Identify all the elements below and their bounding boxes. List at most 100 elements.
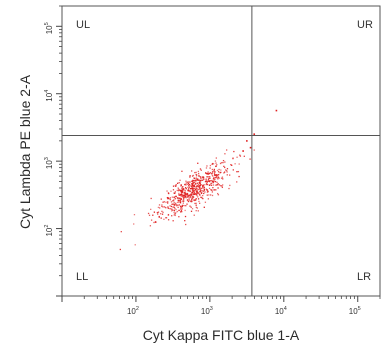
data-point: [197, 188, 199, 191]
data-point: [238, 175, 240, 178]
data-point: [184, 192, 186, 194]
data-point: [165, 217, 167, 219]
data-point: [210, 184, 213, 186]
data-point: [191, 175, 194, 177]
data-point: [249, 158, 251, 160]
data-point: [187, 186, 189, 188]
data-point: [187, 188, 190, 190]
data-point: [203, 178, 205, 180]
data-point: [220, 162, 223, 164]
data-point: [195, 177, 198, 179]
data-point: [217, 178, 219, 180]
data-point: [173, 209, 175, 211]
data-point: [165, 207, 167, 209]
data-point: [212, 163, 215, 165]
data-point: [199, 176, 201, 178]
data-point: [184, 186, 187, 189]
data-point: [236, 171, 238, 173]
data-point: [163, 206, 166, 208]
data-point: [193, 185, 195, 187]
data-point-outlier: [253, 133, 256, 135]
data-point: [191, 183, 193, 186]
data-point: [167, 219, 170, 221]
data-point: [211, 171, 214, 173]
data-point: [182, 204, 184, 207]
data-point: [187, 195, 189, 197]
data-point: [202, 176, 204, 178]
y-tick-label: 105: [44, 22, 54, 34]
data-point: [160, 198, 162, 200]
data-point: [202, 177, 204, 179]
data-point: [187, 194, 190, 196]
data-point: [209, 177, 211, 179]
data-point: [185, 193, 188, 196]
data-point: [170, 190, 172, 192]
data-point: [173, 214, 175, 216]
data-point: [184, 183, 186, 186]
data-point: [200, 192, 203, 195]
data-point: [189, 200, 192, 202]
data-point: [206, 180, 208, 182]
data-point: [219, 162, 222, 165]
data-point: [182, 195, 185, 197]
data-point: [239, 154, 241, 156]
data-point: [198, 193, 201, 196]
data-point: [185, 184, 187, 186]
data-point: [120, 231, 122, 233]
data-point: [205, 188, 207, 190]
data-point: [167, 192, 170, 194]
data-point: [188, 186, 191, 188]
data-point: [191, 187, 193, 189]
data-point: [181, 208, 183, 210]
data-point: [177, 197, 179, 200]
data-point: [188, 199, 190, 201]
data-point: [199, 179, 202, 182]
data-point: [189, 196, 191, 199]
data-point: [170, 210, 173, 212]
data-point: [218, 177, 220, 179]
data-point: [181, 211, 183, 213]
data-point: [157, 211, 160, 213]
data-point: [158, 204, 161, 206]
data-point: [212, 180, 214, 183]
data-point: [215, 189, 217, 191]
data-point: [191, 182, 193, 185]
data-point: [217, 187, 219, 189]
data-point: [172, 206, 174, 208]
data-point: [206, 194, 208, 196]
data-point: [204, 183, 206, 186]
data-point: [215, 176, 218, 179]
data-point: [203, 192, 205, 195]
x-axis-title: Cyt Kappa FITC blue 1-A: [143, 327, 300, 343]
data-point: [192, 195, 194, 197]
data-point: [226, 174, 228, 176]
data-point: [195, 183, 197, 185]
data-point: [228, 187, 230, 190]
data-point: [195, 202, 197, 204]
data-point: [193, 190, 196, 192]
data-point: [202, 176, 205, 178]
data-point: [187, 190, 189, 192]
data-point: [172, 203, 174, 205]
data-point: [182, 200, 185, 202]
data-point: [189, 205, 191, 207]
data-point: [230, 164, 232, 166]
data-point: [161, 205, 163, 207]
data-point: [197, 183, 200, 186]
data-point: [119, 248, 121, 251]
data-point: [156, 211, 159, 214]
data-point: [211, 191, 214, 193]
data-point: [163, 218, 165, 220]
data-point: [208, 180, 210, 183]
data-point: [206, 176, 208, 178]
data-point: [169, 197, 171, 199]
data-point: [194, 177, 196, 179]
data-point: [196, 179, 198, 181]
data-point: [206, 181, 208, 183]
data-point: [224, 161, 226, 163]
data-point: [196, 187, 198, 189]
data-point: [167, 202, 169, 204]
data-point: [182, 189, 184, 191]
data-point: [176, 197, 179, 199]
data-point: [160, 217, 162, 219]
